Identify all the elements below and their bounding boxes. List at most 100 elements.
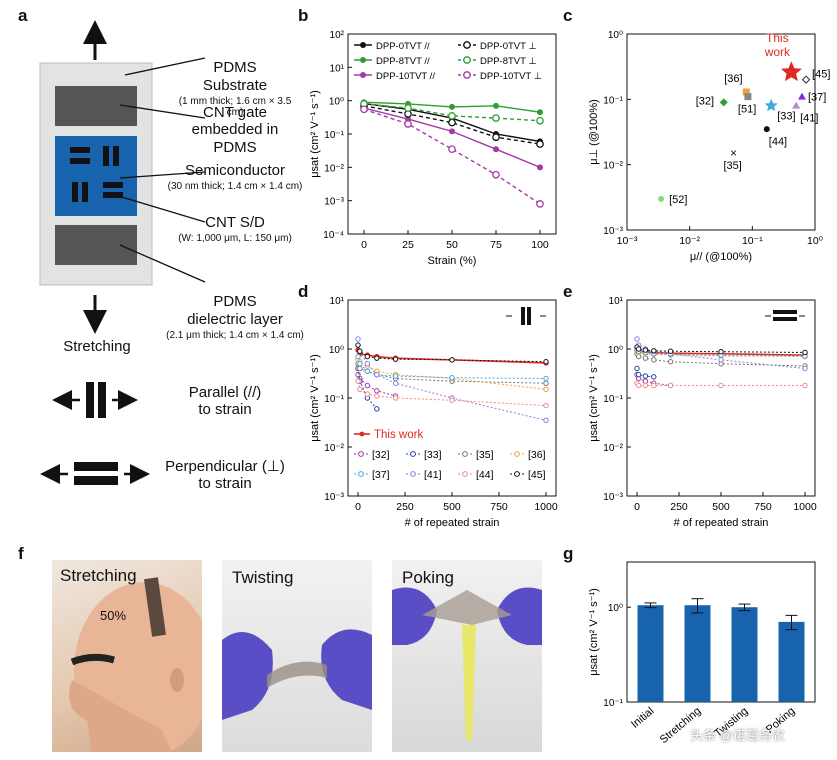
legend-label: DPP-8TVT // [376, 56, 430, 67]
point-label: [32] [696, 95, 714, 107]
data-point [718, 349, 724, 355]
x-tick-label: 1000 [793, 501, 817, 513]
data-point [448, 118, 456, 127]
label-semiconductor-title: Semiconductor [184, 162, 286, 179]
label-semiconductor-sub: (30 nm thick; 1.4 cm × 1.4 cm) [167, 181, 303, 193]
data-point [492, 170, 500, 179]
label-gate: CNT gate embedded in PDMS [191, 104, 279, 156]
data-point [392, 395, 399, 401]
legend-marker [360, 72, 366, 78]
legend-label: [32] [372, 449, 390, 461]
data-point [364, 353, 371, 360]
point-label: [36] [724, 73, 742, 85]
legend-label: [33] [424, 449, 442, 461]
mannequin-head-icon [69, 577, 202, 752]
data-point [634, 336, 640, 342]
data-point [355, 353, 361, 360]
data-point [449, 397, 455, 403]
y-tick-label: 10⁻³ [324, 197, 344, 208]
data-point [536, 200, 544, 208]
x-tick-label: 10⁻¹ [742, 235, 763, 247]
y-tick-label: 10⁰ [329, 345, 344, 356]
panel-letter-e: e [563, 282, 573, 301]
legend-label: DPP-0TVT // [376, 41, 430, 52]
x-tick-label: 10⁰ [807, 235, 824, 247]
eyebrow-device [70, 653, 115, 666]
data-point [651, 374, 657, 380]
data-point [357, 361, 363, 367]
data-point [667, 359, 674, 365]
data-point [543, 417, 549, 424]
data-point [404, 120, 412, 128]
y-tick-label: 10⁻⁴ [323, 230, 344, 241]
series-line [363, 105, 541, 145]
strain-annotation: 50% [100, 608, 127, 623]
data-point [449, 374, 455, 381]
y-tick-label: 10⁻² [324, 443, 344, 454]
chart-e-perp-cycles: 10⁻³ 10⁻² 10⁻¹ 10⁰ 10¹ 0 250 500 750 1000 # of rep… [588, 296, 817, 529]
bar [731, 607, 758, 702]
data-point [792, 101, 801, 109]
x-tick-label: 1000 [534, 501, 558, 513]
data-point [543, 380, 549, 386]
data-point [493, 146, 499, 153]
photo-stretching: Stretching 50% [52, 560, 202, 752]
data-point [718, 357, 724, 363]
x-tick-label: 25 [402, 239, 414, 251]
x-tick-label: 250 [670, 501, 688, 513]
label-dielectric-title: PDMS dielectric layer [187, 293, 283, 328]
y-tick-label: 10⁻³ [324, 492, 344, 503]
y-tick-label: 10⁰ [608, 345, 623, 356]
x-tick-label: 10⁻³ [617, 235, 638, 247]
data-point [744, 93, 752, 101]
legend-label: [44] [476, 469, 494, 481]
device-schematic [39, 20, 206, 485]
data-point [449, 103, 455, 110]
point-label: [45] [812, 69, 830, 81]
label-sd-title: CNT S/D [205, 214, 265, 231]
label-stretching: Stretching [63, 338, 131, 355]
y-tick-label: 10⁰ [608, 603, 623, 614]
data-point [355, 336, 361, 342]
x-tick-label: 0 [634, 501, 640, 513]
x-axis-label: # of repeated strain [674, 517, 769, 529]
y-tick-label: 10⁻³ [603, 226, 623, 237]
series-line [636, 368, 654, 378]
bar [684, 605, 711, 702]
point-label: [44] [769, 136, 787, 148]
data-point [797, 92, 806, 100]
data-point [374, 393, 380, 399]
y-tick-label: 10⁻² [603, 443, 623, 454]
x-tick-label: 500 [712, 501, 730, 513]
x-tick-label: 750 [490, 501, 508, 513]
data-point [357, 365, 363, 372]
data-point [642, 347, 649, 353]
label-substrate: PDMS Substrate (1 mm thick; 1.6 cm × 3.5… [170, 42, 300, 136]
legend-marker [410, 451, 416, 457]
y-tick-label: 10⁻³ [603, 492, 623, 503]
legend-label: [37] [372, 469, 390, 481]
data-point [355, 378, 361, 384]
y-tick-label: 10⁻² [324, 163, 344, 174]
y-tick-label: 10⁻¹ [324, 394, 344, 405]
point-label: [33] [777, 111, 795, 123]
label-dielectric: PDMS dielectric layer (2.1 μm thick; 1.4… [166, 276, 304, 359]
chart-d-parallel-cycles: 10⁻³ 10⁻² 10⁻¹ 10⁰ 10¹ 0 250 500 750 1000 # of rep… [309, 296, 558, 529]
y-tick-label: 10¹ [330, 296, 345, 307]
data-point [357, 386, 363, 393]
data-point [642, 382, 649, 389]
x-axis-label: # of repeated strain [405, 517, 500, 529]
legend-marker [410, 471, 416, 477]
data-point [642, 373, 649, 379]
data-point [634, 365, 640, 372]
parallel-strain-icon [52, 382, 138, 418]
data-point [537, 109, 543, 116]
data-point [392, 356, 399, 362]
panel-letter-g: g [563, 544, 574, 563]
data-point [543, 386, 549, 393]
plot-frame [626, 299, 816, 497]
photo-label-twisting: Twisting [232, 568, 294, 587]
panel-letter-a: a [18, 6, 28, 25]
perpendicular-strain-icon [765, 310, 805, 321]
